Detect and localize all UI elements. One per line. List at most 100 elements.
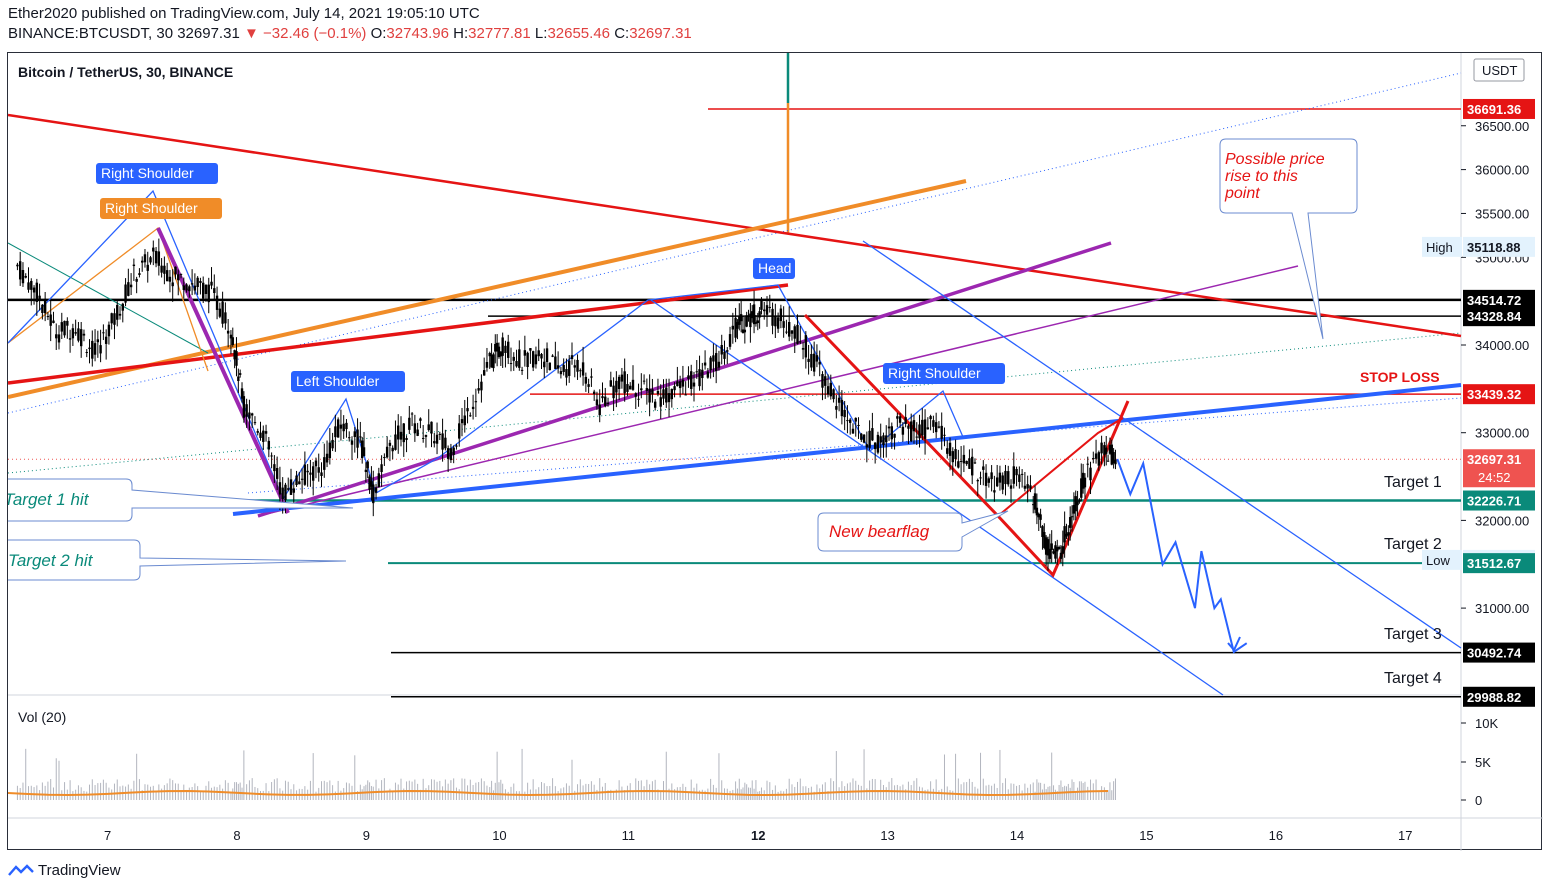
candle-body [334,426,337,438]
candle-body [57,334,61,343]
label-target1-hit: Target 1 hit [8,490,90,509]
candle-body [35,282,39,302]
price-badge: 30492.74 [1467,646,1522,661]
candle-body [837,397,841,403]
candle-body [537,350,540,357]
candle-body [132,264,136,267]
candle-body [957,461,960,468]
candle-body [91,340,94,359]
candle-body [559,371,563,375]
candle-body [662,389,665,399]
price-badge: 32226.71 [1467,494,1521,509]
candle-body [678,381,682,389]
candle-body [893,433,896,438]
price-badge-bg [1463,98,1535,119]
candle-body [499,352,503,357]
candle-body [840,399,844,417]
symbol-label: BINANCE:BTCUSDT, 30 [8,25,174,42]
candle-body [55,334,58,339]
candle-body [756,320,759,324]
candle-body [43,298,47,314]
candle-body [979,477,982,479]
candle-body [480,381,483,391]
candle-body [215,295,219,310]
y-tick-label: 36500.00 [1475,119,1529,134]
projection-arrow-icon [1227,636,1241,652]
candle-body [598,404,601,416]
candle-body [717,361,721,368]
down-triangle-icon: ▼ [243,25,259,42]
candle-body [449,448,453,461]
candle-body [259,432,262,438]
candle-body [651,389,654,395]
candle-body [306,470,309,473]
candle-body [488,352,491,357]
candle-body [311,466,315,481]
x-tick-label: 8 [233,828,240,843]
candle-body [595,399,599,406]
candle-body [921,419,924,436]
price-chart[interactable]: 36500.0036000.0035500.0035000.0034000.00… [8,53,1543,851]
x-tick-label: 9 [363,828,370,843]
candle-body [551,355,554,357]
candle-body [807,358,810,362]
candle-body [278,482,282,495]
candle-body [1039,514,1042,520]
candle-body [267,440,271,450]
candle-body [590,376,593,378]
candle-body [469,415,472,417]
purple-line-upper [257,241,1112,518]
candle-body [768,306,771,308]
candle-body [88,347,91,350]
low-value: 32655.46 [547,25,611,42]
candle-body [659,397,662,407]
candle-body [226,330,230,334]
candle-body [237,376,240,381]
candle-body [273,464,276,472]
candle-body [929,416,932,420]
candle-body [323,457,326,470]
hl-tag-bg [1422,549,1462,570]
candle-body [218,308,222,317]
ohlc-line: BINANCE:BTCUSDT, 30 32697.31 ▼ −32.46 (−… [8,24,692,44]
candle-body [289,479,293,495]
candle-body [199,280,202,283]
candle-body [68,338,72,340]
candle-body [648,388,651,403]
candle-body [879,436,882,443]
candle-body [494,343,497,352]
candle-body [458,423,461,439]
countdown-badge: 24:52 [1478,470,1511,485]
candle-body [238,373,242,375]
candle-body [264,431,268,434]
candle-body [592,391,596,394]
chart-frame[interactable]: 36500.00 36000.00 35500.00 35000.00 34000.00… [7,52,1543,851]
footer: TradingView [8,862,121,879]
candle-body [587,384,590,387]
candle-body [1103,445,1106,455]
candle-body [60,322,63,332]
candle-body [435,434,439,444]
candle-body [698,369,701,387]
candle-body [620,374,624,382]
label-right-shoulder-3: Right Shoulder [888,365,981,381]
x-tick-label: 17 [1398,828,1412,843]
candle-body [1097,452,1101,466]
candle-body [857,424,860,426]
candle-body [74,332,77,334]
candle-body [490,354,493,368]
candle-body [554,356,557,369]
candle-body [110,313,113,324]
candle-body [339,424,343,429]
candle-body [113,313,116,325]
dotted-channel-mid [8,332,1462,474]
candle-body [604,396,607,406]
candle-body [140,260,144,263]
candle-body [325,453,329,463]
candle-body [405,437,408,440]
callout-target2-hit [8,539,347,581]
currency-tag-bg[interactable] [1473,58,1525,82]
candle-body [720,345,723,355]
candle-body [177,274,180,281]
candle-body [250,413,254,416]
